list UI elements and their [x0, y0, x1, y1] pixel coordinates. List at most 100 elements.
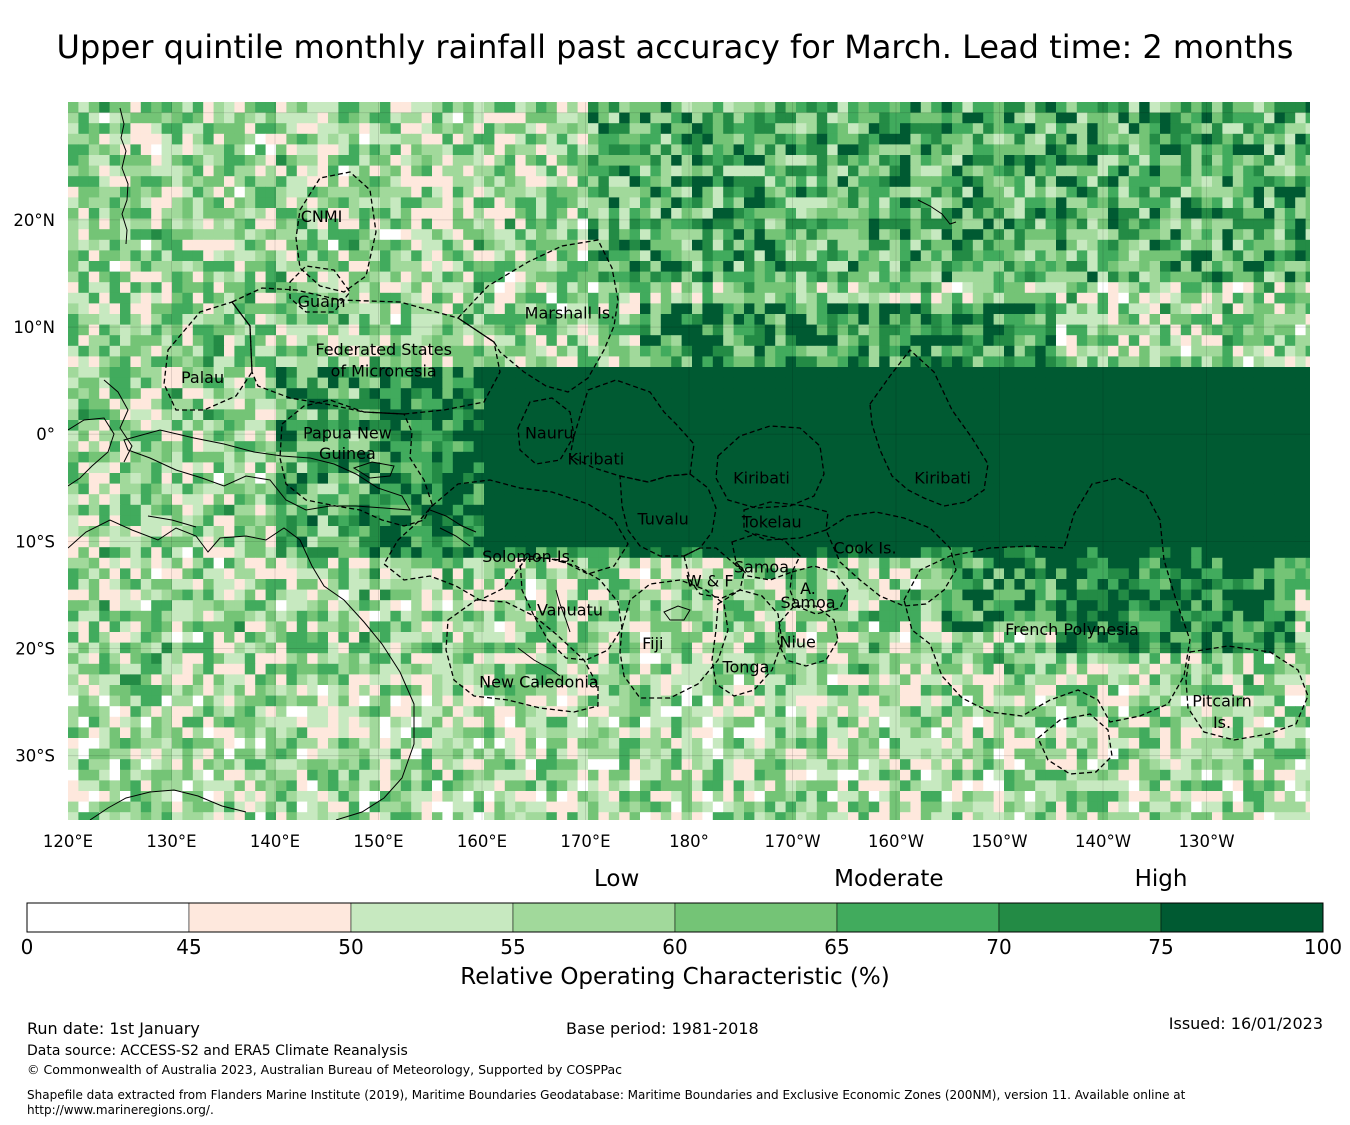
heatmap-cell [1139, 229, 1150, 241]
heatmap-cell [1274, 261, 1286, 272]
heatmap-cell [1118, 335, 1130, 347]
heatmap-cell [848, 345, 859, 357]
heatmap-cell [567, 102, 578, 113]
heatmap-cell [1264, 388, 1275, 400]
heatmap-cell [213, 261, 225, 272]
heatmap-cell [920, 112, 932, 124]
heatmap-cell [68, 239, 79, 251]
heatmap-cell [504, 409, 516, 421]
heatmap-cell [192, 441, 204, 453]
heatmap-cell [1014, 483, 1026, 495]
heatmap-cell [348, 133, 360, 145]
heatmap-cell [796, 430, 807, 442]
heatmap-cell [400, 504, 412, 516]
heatmap-cell [868, 515, 880, 527]
heatmap-cell [546, 271, 558, 283]
heatmap-cell [577, 271, 589, 283]
heatmap-cell [473, 282, 485, 294]
heatmap-cell [1243, 526, 1254, 537]
heatmap-cell [889, 420, 901, 431]
heatmap-cell [1305, 367, 1310, 378]
heatmap-cell [1087, 515, 1098, 527]
heatmap-cell [598, 356, 610, 368]
heatmap-cell [140, 208, 152, 219]
heatmap-cell [161, 420, 173, 431]
heatmap-cell [879, 345, 890, 357]
heatmap-cell [463, 345, 474, 357]
heatmap-cell [473, 335, 485, 347]
heatmap-cell [369, 515, 381, 527]
heatmap-cell [733, 282, 745, 294]
heatmap-cell [1108, 197, 1119, 209]
heatmap-cell [1264, 483, 1275, 495]
heatmap-cell [598, 250, 610, 262]
heatmap-cell [432, 345, 443, 357]
heatmap-cell [1222, 430, 1234, 442]
heatmap-cell [941, 367, 953, 378]
heatmap-cell [1305, 377, 1310, 389]
heatmap-cell [192, 409, 204, 421]
heatmap-cell [1024, 271, 1036, 283]
heatmap-cell [1066, 473, 1078, 484]
heatmap-cell [681, 526, 693, 537]
heatmap-cell [650, 388, 662, 400]
heatmap-cell [1128, 441, 1140, 453]
heatmap-cell [1066, 155, 1078, 166]
heatmap-cell [567, 356, 578, 368]
heatmap-cell [681, 303, 693, 315]
heatmap-cell [816, 197, 828, 209]
heatmap-cell [1180, 430, 1192, 442]
heatmap-cell [754, 420, 766, 431]
heatmap-cell [265, 367, 277, 378]
heatmap-cell [900, 441, 911, 453]
heatmap-cell [203, 388, 214, 400]
heatmap-cell [1045, 345, 1057, 357]
heatmap-cell [733, 229, 745, 241]
heatmap-cell [1004, 377, 1015, 389]
heatmap-cell [712, 123, 724, 135]
heatmap-cell [504, 112, 516, 124]
heatmap-cell [993, 282, 1005, 294]
heatmap-cell [1160, 303, 1171, 315]
heatmap-cell [151, 165, 162, 177]
heatmap-cell [78, 208, 90, 219]
heatmap-cell [432, 356, 443, 368]
heatmap-cell [1180, 229, 1192, 241]
heatmap-cell [359, 155, 370, 166]
heatmap-cell [598, 441, 610, 453]
heatmap-cell [1160, 409, 1171, 421]
heatmap-cell [681, 388, 693, 400]
heatmap-cell [848, 123, 859, 135]
heatmap-cell [244, 133, 256, 145]
heatmap-cell [910, 112, 922, 124]
heatmap-cell [276, 261, 287, 272]
heatmap-cell [1118, 282, 1130, 294]
heatmap-cell [296, 292, 308, 304]
heatmap-cell [848, 102, 859, 113]
heatmap-cell [442, 239, 454, 251]
heatmap-cell [629, 451, 641, 463]
heatmap-cell [213, 409, 225, 421]
heatmap-cell [775, 229, 786, 241]
heatmap-cell [671, 324, 682, 336]
heatmap-cell [816, 536, 828, 548]
heatmap-cell [307, 420, 318, 431]
heatmap-cell [390, 218, 402, 230]
heatmap-cell [463, 526, 474, 537]
heatmap-cell [567, 526, 578, 537]
heatmap-cell [161, 271, 173, 283]
heatmap-cell [598, 112, 610, 124]
heatmap-cell [276, 324, 287, 336]
heatmap-cell [463, 144, 474, 156]
heatmap-cell [900, 239, 911, 251]
heatmap-cell [1264, 282, 1275, 294]
heatmap-cell [1076, 303, 1088, 315]
heatmap-cell [296, 133, 308, 145]
heatmap-cell [203, 494, 214, 506]
heatmap-cell [1180, 462, 1192, 474]
heatmap-cell [348, 208, 360, 219]
heatmap-cell [754, 102, 766, 113]
heatmap-cell [463, 282, 474, 294]
heatmap-cell [109, 335, 121, 347]
heatmap-cell [744, 526, 755, 537]
